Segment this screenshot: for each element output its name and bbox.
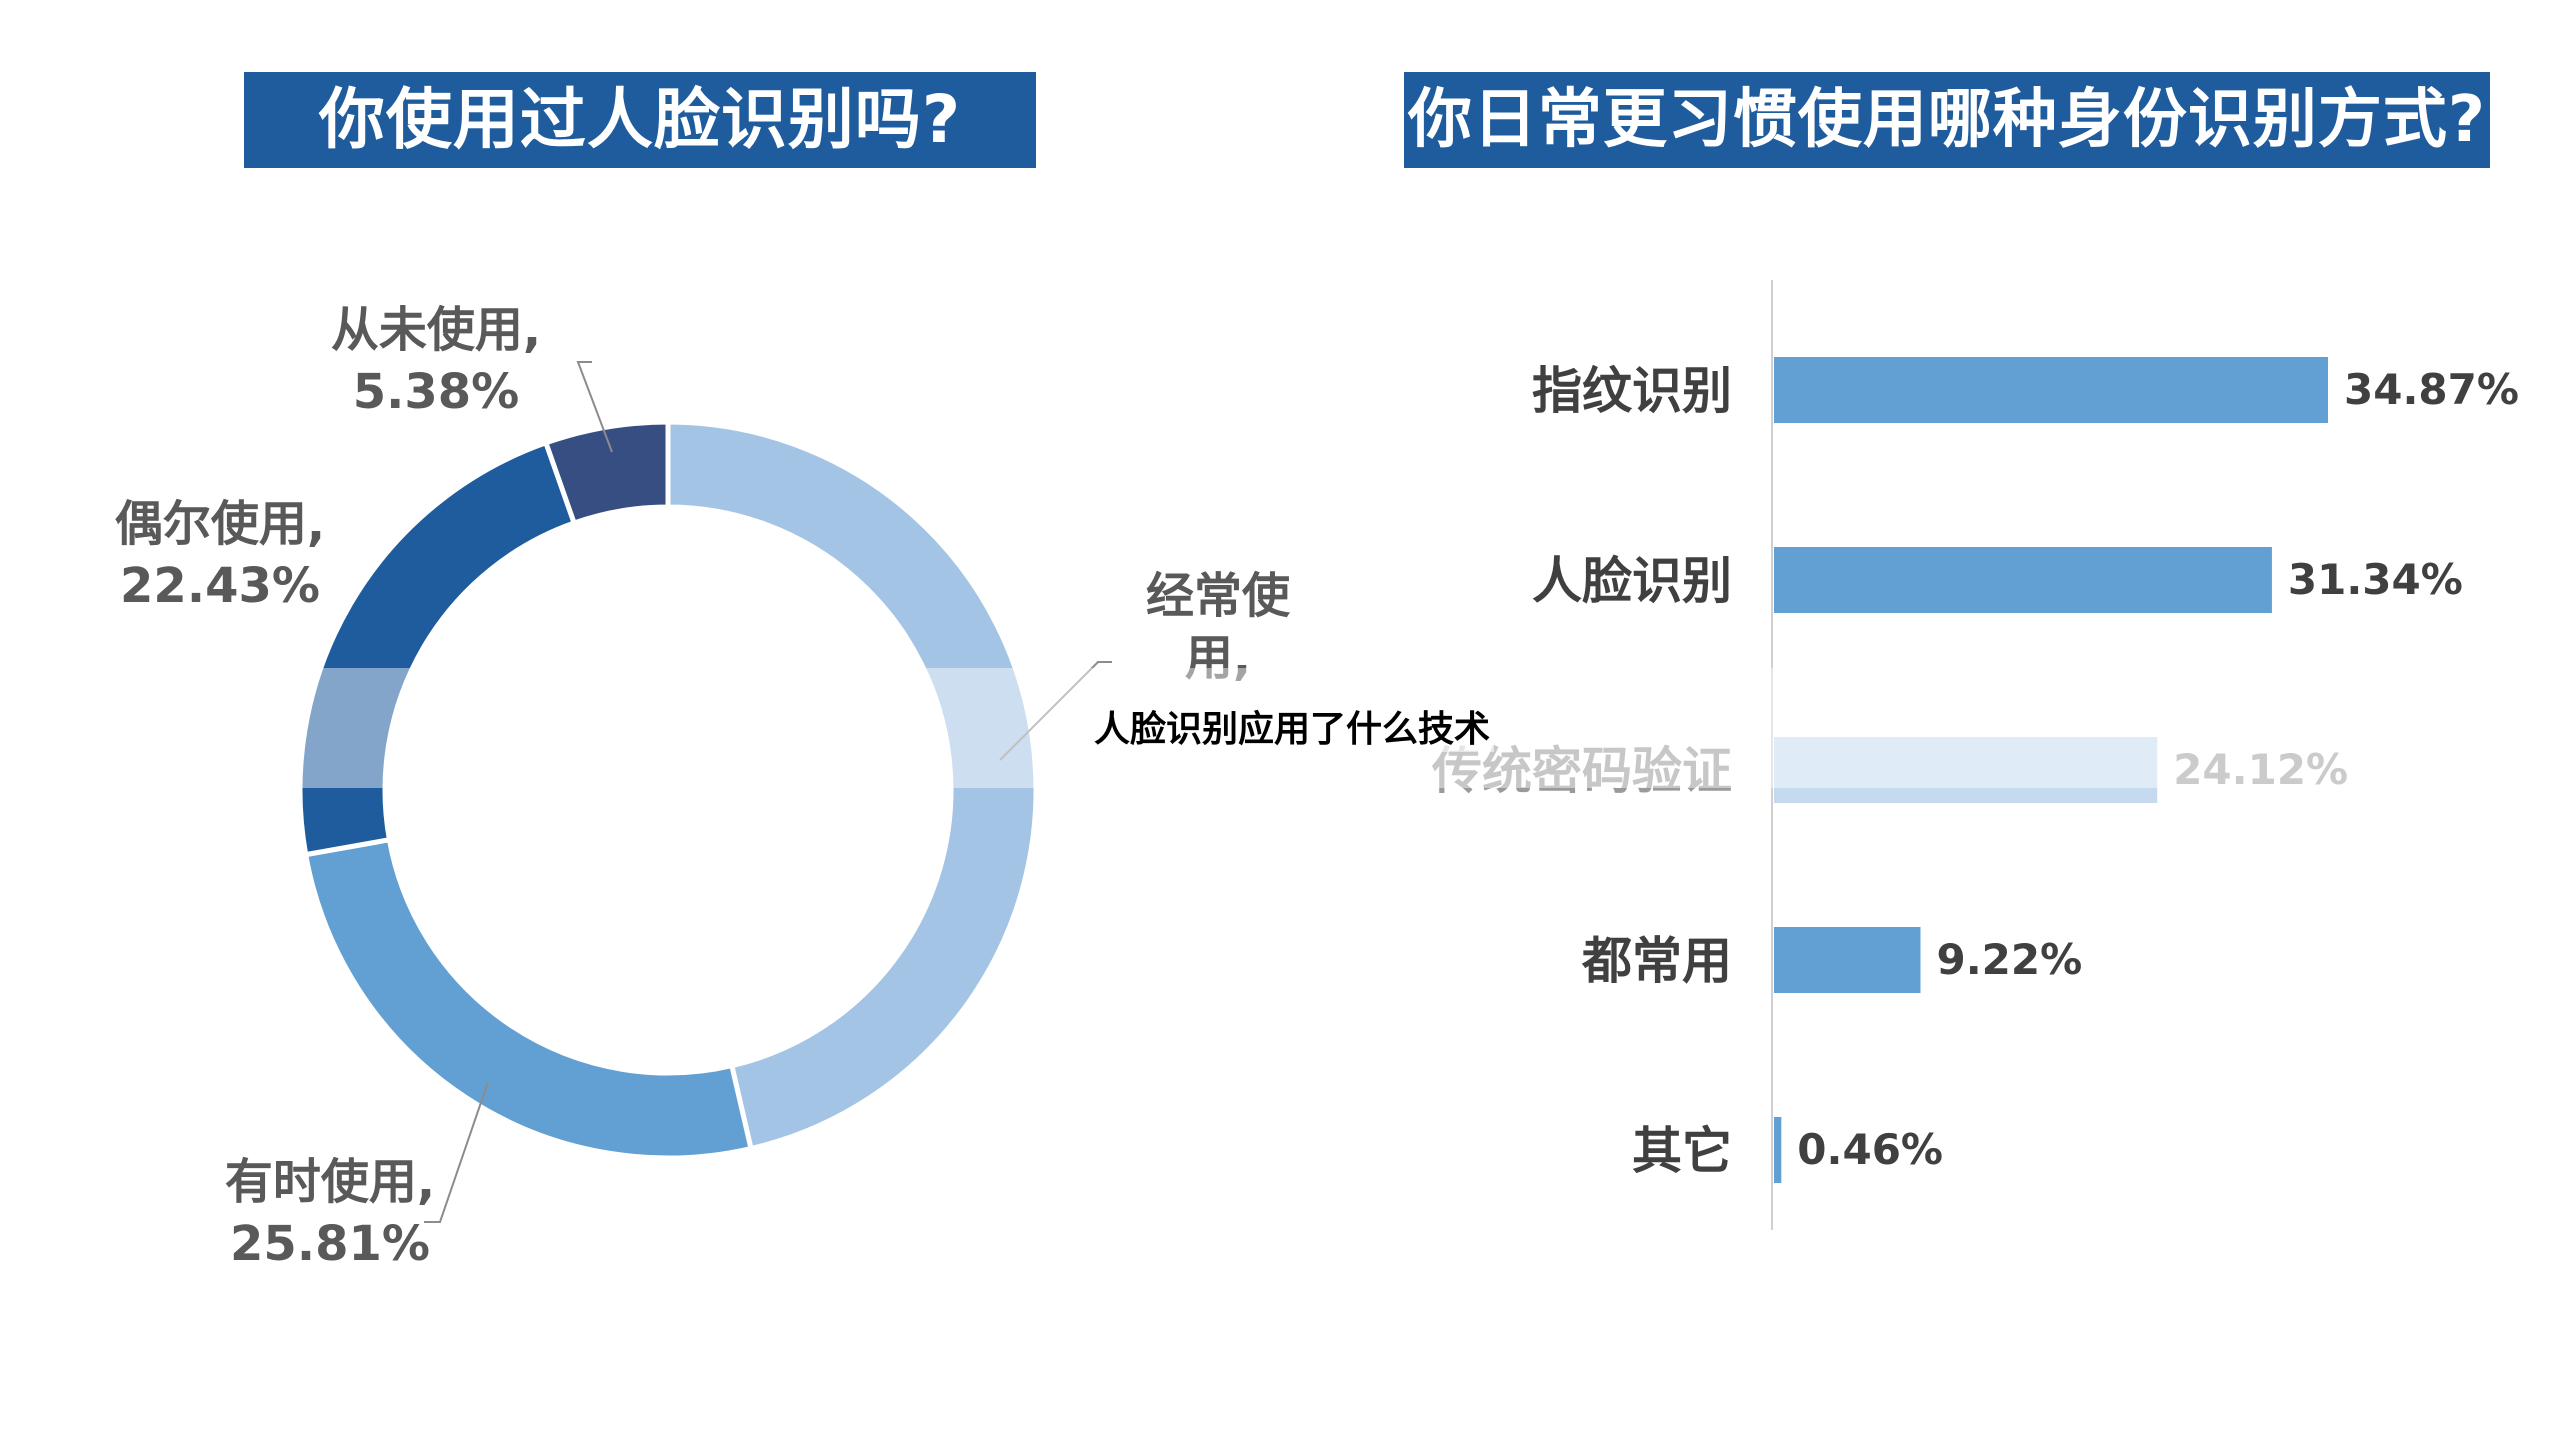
slice-label: 经常使 [1146,568,1291,624]
category-label: 都常用 [1581,932,1732,990]
bar-chart: 指纹识别 34.87%人脸识别 31.34%传统密码验证 24.12%都常用 9.22%… [1431,280,2519,1230]
value-label: 31.34% [2288,555,2463,604]
bar [1774,1117,1782,1183]
bar [1774,737,2158,803]
slice-label: 有时使用, [225,1154,435,1210]
donut-slice [302,836,754,1161]
bar [1774,357,2328,423]
value-label: 0.46% [1797,1125,1943,1174]
donut-slice [665,419,1039,1152]
slice-label: 22.43% [120,558,320,614]
slice-label: 25.81% [230,1216,430,1272]
left-chart-title: 你使用过人脸识别吗? [244,72,1036,168]
leader-line [424,1081,489,1223]
category-label: 其它 [1632,1122,1732,1180]
overlay-caption: 人脸识别应用了什么技术 [1090,700,1495,752]
slice-label: 从未使用, [331,302,541,358]
slice-label: 5.38% [353,364,520,420]
value-label: 34.87% [2344,365,2519,414]
bar [1774,927,1921,993]
bar [1774,547,2272,613]
value-label: 24.12% [2173,745,2348,794]
category-label: 人脸识别 [1532,552,1732,610]
value-label: 9.22% [1936,935,2082,984]
donut-slice [297,439,578,858]
slice-label: 偶尔使用, [115,496,325,552]
leader-line [576,361,613,453]
slice-label: 用, [1185,630,1251,686]
donut-slice [542,419,671,527]
leader-line [999,661,1112,761]
category-label: 指纹识别 [1532,362,1732,420]
right-chart-title: 你日常更习惯使用哪种身份识别方式? [1404,72,2490,168]
